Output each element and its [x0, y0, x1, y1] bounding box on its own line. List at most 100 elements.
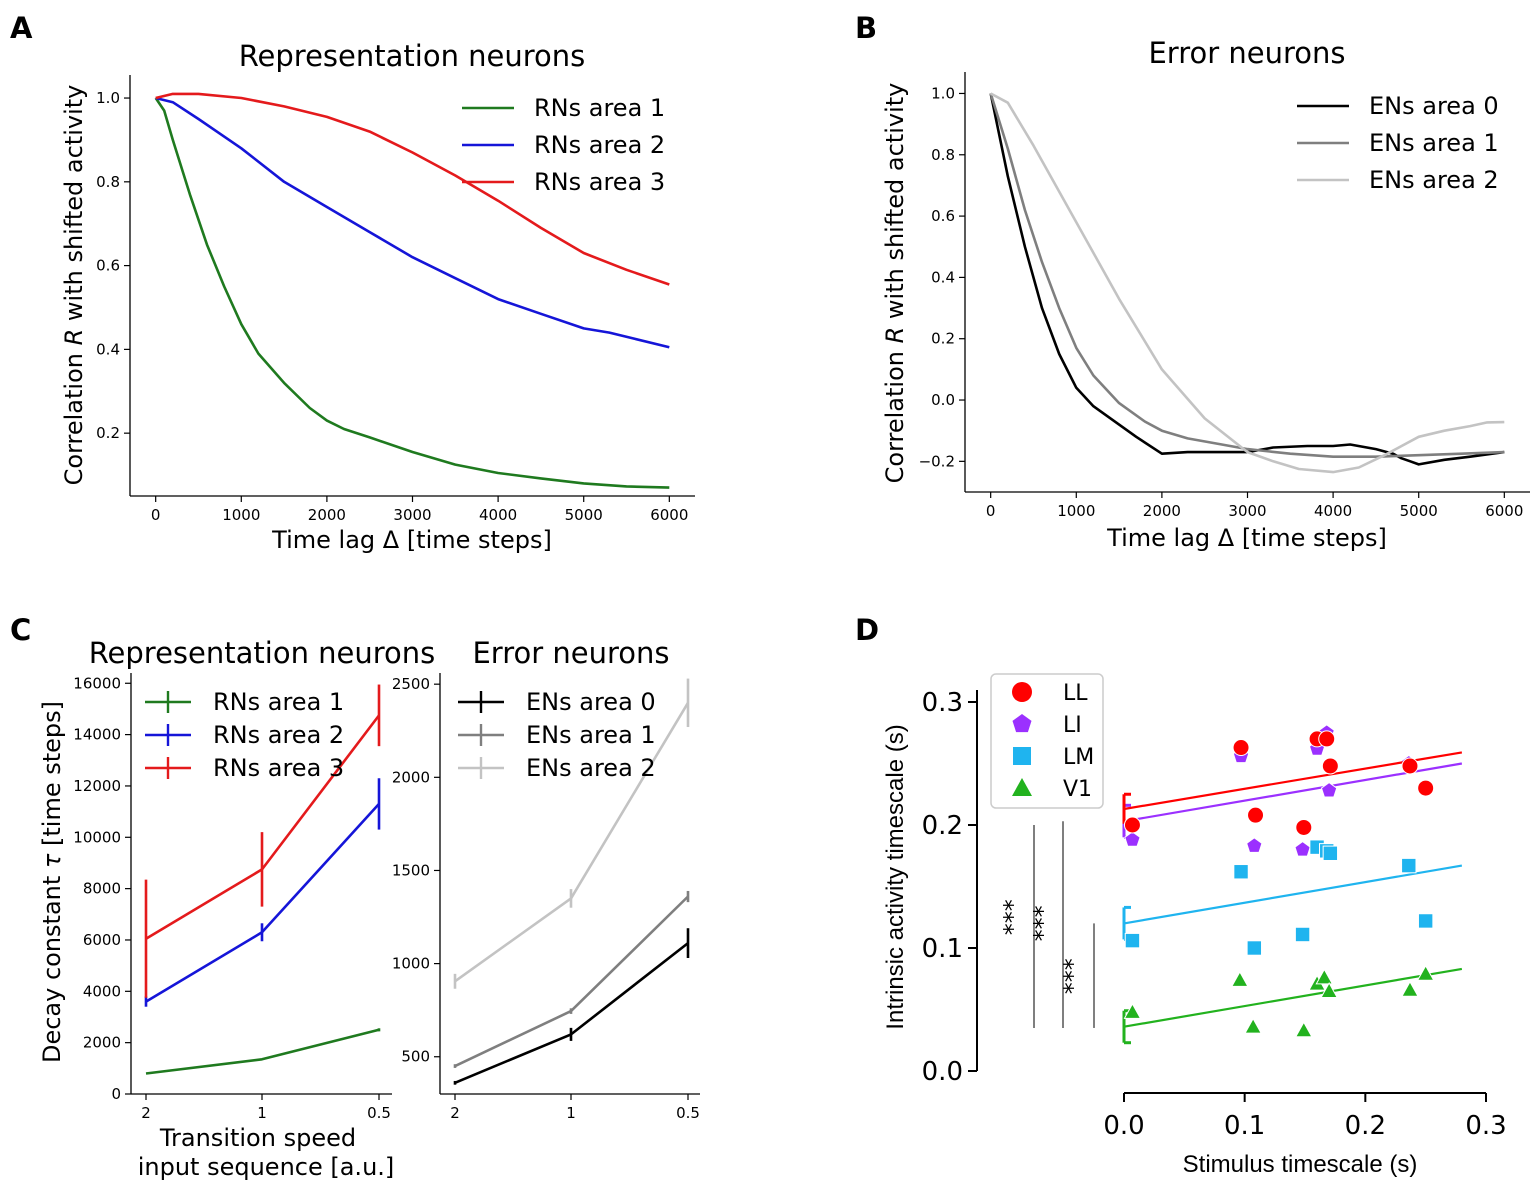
- y-tick-label: 1.0: [96, 89, 120, 107]
- legend-label-2: ENs area 1: [526, 721, 656, 749]
- y-tick-label: 10000: [73, 828, 121, 846]
- y-tick-label: 16000: [73, 674, 121, 692]
- x-tick-label: 5000: [1400, 502, 1438, 520]
- y-tick-label: 4000: [83, 982, 121, 1000]
- series-line-2: [989, 93, 1505, 459]
- panel-a-ylabel-pre: Correlation: [60, 345, 88, 485]
- panel-c-ylabel-var: τ: [38, 853, 66, 868]
- y-tick-label: 0.3: [922, 688, 963, 718]
- panel-c-left-title: Representation neurons: [89, 636, 436, 670]
- y-tick-label: 2500: [392, 675, 430, 693]
- legend-label-v1: V1: [1063, 777, 1092, 802]
- panel-a: Representation neurons Time lag Δ [time …: [60, 39, 695, 554]
- data-point-ll: [1232, 739, 1250, 757]
- x-tick-label: 4000: [1314, 502, 1352, 520]
- data-point-lm: [1246, 940, 1263, 956]
- data-point-v1: [1320, 982, 1338, 998]
- y-tick-label: 0.2: [922, 811, 963, 841]
- legend-marker-v1: [1012, 778, 1032, 796]
- y-tick-label: 1000: [392, 955, 430, 973]
- panel-d-ylabel: Intrinsic activity timescale (s): [882, 724, 909, 1029]
- data-point-v1: [1230, 970, 1249, 987]
- x-tick-label: 2: [141, 1104, 151, 1122]
- panel-a-ylabel-post: with shifted activity: [60, 85, 88, 329]
- panel-b-title: Error neurons: [1148, 36, 1345, 70]
- y-tick-label: 0.0: [922, 1057, 963, 1087]
- x-tick-label: 0.0: [1103, 1111, 1144, 1141]
- data-point-lm: [1294, 926, 1311, 943]
- panel-c-xlabel-line1: Transition speed: [159, 1124, 356, 1152]
- legend-label-2: RNs area 2: [534, 131, 665, 159]
- x-tick-label: 0.3: [1465, 1111, 1506, 1141]
- data-point-ll: [1318, 730, 1336, 748]
- y-tick-label: 12000: [73, 777, 121, 795]
- legend-label-1: RNs area 1: [534, 94, 665, 122]
- series-line-3: [155, 92, 670, 286]
- legend-label-lm: LM: [1063, 745, 1094, 770]
- x-tick-label: 1000: [222, 506, 260, 524]
- panel-a-ylabel-var: R: [60, 329, 88, 346]
- significance-stars-2: ***: [1029, 905, 1057, 941]
- data-point-v1: [1123, 1002, 1142, 1019]
- data-point-v1: [1244, 1017, 1262, 1034]
- legend-label-3: RNs area 3: [534, 168, 665, 196]
- x-tick-label: 0.1: [1224, 1111, 1265, 1141]
- legend-label-li: LI: [1063, 713, 1082, 738]
- data-point-ll: [1295, 818, 1313, 836]
- panel-b: Error neurons Time lag Δ [time steps] Co…: [881, 36, 1530, 552]
- panel-c-right-title: Error neurons: [472, 636, 669, 670]
- y-tick-label: 0.1: [922, 934, 963, 964]
- x-tick-label: 2000: [308, 506, 346, 524]
- panel-c-xlabel-line2: input sequence [a.u.]: [138, 1153, 395, 1181]
- x-tick-label: 0: [151, 506, 161, 524]
- y-tick-label: −0.2: [919, 452, 955, 470]
- x-tick-label: 6000: [650, 506, 688, 524]
- y-tick-label: 0.0: [931, 391, 955, 409]
- legend-label-2: ENs area 1: [1369, 129, 1499, 157]
- panel-b-xlabel: Time lag Δ [time steps]: [1106, 524, 1387, 552]
- series-line-1: [154, 97, 670, 489]
- legend-label-ll: LL: [1063, 681, 1088, 706]
- y-tick-label: 0.8: [96, 173, 120, 191]
- y-tick-label: 0.6: [931, 207, 955, 225]
- legend-marker-ll: [1012, 682, 1032, 702]
- series-line-1: [145, 1028, 380, 1075]
- series-line-3: [990, 92, 1505, 474]
- y-tick-label: 0.4: [96, 340, 120, 358]
- x-tick-label: 0.2: [1345, 1111, 1386, 1141]
- x-tick-label: 0.5: [676, 1104, 700, 1122]
- x-tick-label: 2000: [1143, 502, 1181, 520]
- y-tick-label: 8000: [83, 880, 121, 898]
- y-tick-label: 0.2: [96, 424, 120, 442]
- x-tick-label: 3000: [1228, 502, 1266, 520]
- data-point-ll: [1247, 806, 1265, 824]
- data-point-ll: [1417, 779, 1435, 797]
- legend-label-3: RNs area 3: [213, 754, 344, 782]
- significance-stars-1: ***: [999, 899, 1027, 935]
- panel-letter-c: C: [10, 613, 31, 647]
- data-point-lm: [1233, 864, 1249, 880]
- legend-label-1: ENs area 0: [1369, 92, 1499, 120]
- panel-d-xlabel: Stimulus timescale (s): [1183, 1151, 1418, 1178]
- data-point-ll: [1401, 757, 1419, 775]
- x-tick-label: 0: [986, 502, 996, 520]
- fit-line-lm: [1123, 864, 1463, 925]
- panel-b-ylabel-pre: Correlation: [881, 343, 909, 483]
- panel-letter-a: A: [10, 11, 33, 45]
- legend-marker-li: [1012, 714, 1032, 733]
- data-point-lm: [1322, 845, 1339, 861]
- x-tick-label: 3000: [393, 506, 431, 524]
- legend-label-3: ENs area 2: [1369, 166, 1499, 194]
- y-tick-label: 6000: [83, 931, 121, 949]
- y-tick-label: 500: [401, 1048, 430, 1066]
- panel-b-ylabel-post: with shifted activity: [881, 83, 909, 327]
- x-tick-label: 1: [566, 1104, 576, 1122]
- data-point-li: [1246, 837, 1263, 853]
- legend-label-1: ENs area 0: [526, 688, 656, 716]
- data-point-v1: [1401, 980, 1419, 997]
- data-point-li: [1320, 781, 1338, 798]
- panel-a-xlabel: Time lag Δ [time steps]: [271, 526, 552, 554]
- y-tick-label: 2000: [392, 768, 430, 786]
- y-tick-label: 1500: [392, 861, 430, 879]
